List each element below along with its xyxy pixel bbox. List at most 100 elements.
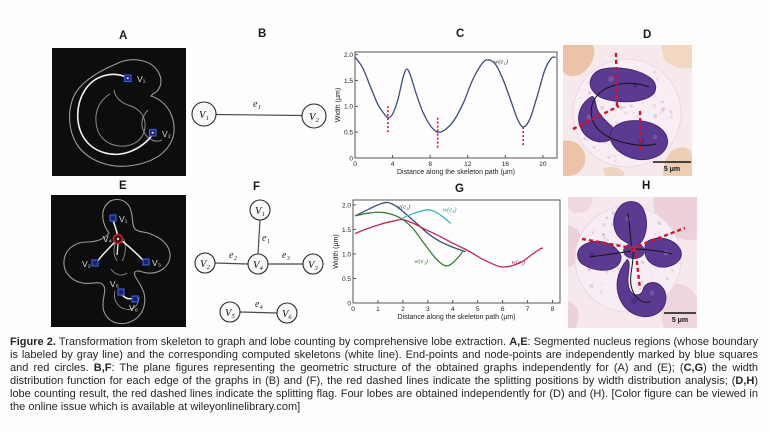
endpoint-label-v2: V₂ [162, 129, 171, 139]
endpoint-label-v1: V₁ [137, 74, 146, 84]
cytoplasm-granule [641, 280, 644, 283]
splitting-flag-dashed [634, 253, 642, 290]
skeleton-line [116, 243, 119, 256]
cytoplasm-granule [652, 103, 657, 108]
endpoint-label-v2: V₂ [82, 259, 91, 269]
x-tick-label: 4 [391, 161, 395, 168]
plot-frame [354, 51, 558, 159]
cytoplasm-granule [605, 216, 609, 220]
scale-bar-label: 5 μm [664, 166, 680, 173]
cytoplasm-granule [603, 237, 606, 240]
x-tick-label: 5 [476, 306, 480, 313]
cytoplasm-granule [607, 155, 611, 159]
panel-d-micrograph: 5 μm [563, 45, 692, 176]
endpoint-marker-v2 [91, 259, 99, 267]
panel-label-a: A [119, 30, 128, 42]
panel-background [52, 48, 186, 176]
cytoplasm-granule [592, 146, 596, 149]
cytoplasm-granule [656, 77, 659, 81]
y-axis-label: Width (μm) [335, 88, 342, 122]
curve-label: w(e₃) [511, 259, 525, 266]
endpoint-label-v5: V₅ [110, 279, 119, 289]
background-cell-patch [661, 45, 692, 69]
graph-node-v6: V₆ [276, 302, 298, 324]
nucleus-lobe [589, 67, 657, 103]
panel-label-g: G [455, 183, 464, 195]
cytoplasm-granule [601, 232, 606, 237]
panel-c-width-chart: 0 4 8 12 16 20 0 0.5 1.0 1.5 2.0 Distance along the… [335, 51, 558, 176]
cytoplasm-granule [606, 271, 609, 274]
skeleton-line [76, 73, 154, 156]
series-curve [400, 209, 451, 224]
cytoplasm-granule [669, 115, 673, 119]
cytoplasm-granule [589, 284, 594, 289]
y-axis-label: Width (μm) [333, 234, 340, 268]
nucleus-texture [631, 298, 637, 304]
cytoplasm-granule [613, 155, 616, 158]
cytoplasm-granule [659, 111, 662, 115]
panel-d-art [563, 45, 692, 176]
edge-label-e3: e₃ [282, 250, 290, 261]
cytoplasm-granule [600, 105, 605, 110]
node-circle [301, 103, 327, 129]
splitting-flag-dashed [637, 226, 686, 248]
x-tick-label: 2 [401, 306, 405, 313]
cytoplasm-granule [587, 267, 592, 272]
y-tick-label: 2.0 [344, 52, 353, 59]
curve-label: w(e₁) [397, 203, 411, 210]
splitting-flag-dashed [638, 110, 643, 154]
cytoplasm-granule [652, 70, 657, 74]
nucleus-texture [652, 134, 658, 140]
x-tick-label: 8 [551, 306, 555, 313]
y-tick-label: 0.5 [344, 130, 353, 137]
panel-label-c: C [456, 28, 465, 40]
panel-h-art [568, 197, 697, 328]
y-tick-label: 2.0 [342, 202, 351, 209]
x-tick-label: 6 [501, 306, 505, 313]
endpoint-marker-v2-dot [151, 131, 154, 134]
curve-label: w(e₂) [414, 258, 428, 265]
node-label: V₂ [200, 259, 210, 270]
edge-label-e4: e₄ [255, 299, 263, 310]
panel-label-d: D [643, 29, 652, 41]
nucleus-texture [586, 114, 592, 120]
graph-edge-e1 [215, 113, 303, 117]
endpoint-label-v6: V₆ [129, 303, 138, 313]
x-tick-label: 16 [502, 161, 510, 168]
panel-label-f: F [253, 181, 261, 193]
panel-g-width-chart: 0 1 2 3 4 5 6 7 8 0 0.5 1.0 1.5 2.0 Distance along the… [333, 199, 561, 321]
series-curve [354, 56, 556, 133]
graph-node-v1: V₁ [249, 199, 271, 221]
graph-edge-e4 [239, 311, 278, 314]
background-cell-patch [563, 45, 595, 77]
node-circle [194, 252, 216, 274]
cytoplasm-granule [653, 114, 658, 118]
cytoplasm-granule [610, 154, 612, 156]
endpoint-label-v3: V₃ [152, 258, 161, 268]
node-label: V₁ [199, 110, 209, 121]
skeleton-trace [630, 251, 652, 303]
y-tick-label: 0 [349, 155, 353, 162]
splitting-flag-dashed [581, 237, 633, 250]
endpoint-marker-v1-dot [126, 77, 129, 80]
nucleus-boundary-inner [95, 89, 146, 147]
cytoplasm-granule [671, 269, 674, 272]
scale-bar-label: 5 μm [672, 317, 688, 324]
cytoplasm-granule [611, 211, 616, 216]
splitting-flag-dashed [614, 52, 619, 108]
x-tick-label: 12 [464, 161, 472, 168]
series-curve [354, 211, 464, 267]
cytoplasm-granule [601, 282, 604, 285]
cytoplasm-granule [663, 269, 665, 271]
skeleton-trace [589, 250, 633, 258]
x-tick-label: 1 [376, 306, 380, 313]
nucleus-lobe [644, 237, 682, 268]
x-tick-label: 0 [351, 306, 355, 313]
y-tick-label: 1.0 [344, 104, 353, 111]
node-circle [249, 199, 271, 221]
cytoplasm-granule [624, 111, 628, 115]
cytoplasm-granule [615, 121, 618, 124]
x-tick-label: 20 [539, 161, 547, 168]
nucleus-boundary [63, 198, 171, 325]
node-cross-mark [630, 245, 638, 253]
